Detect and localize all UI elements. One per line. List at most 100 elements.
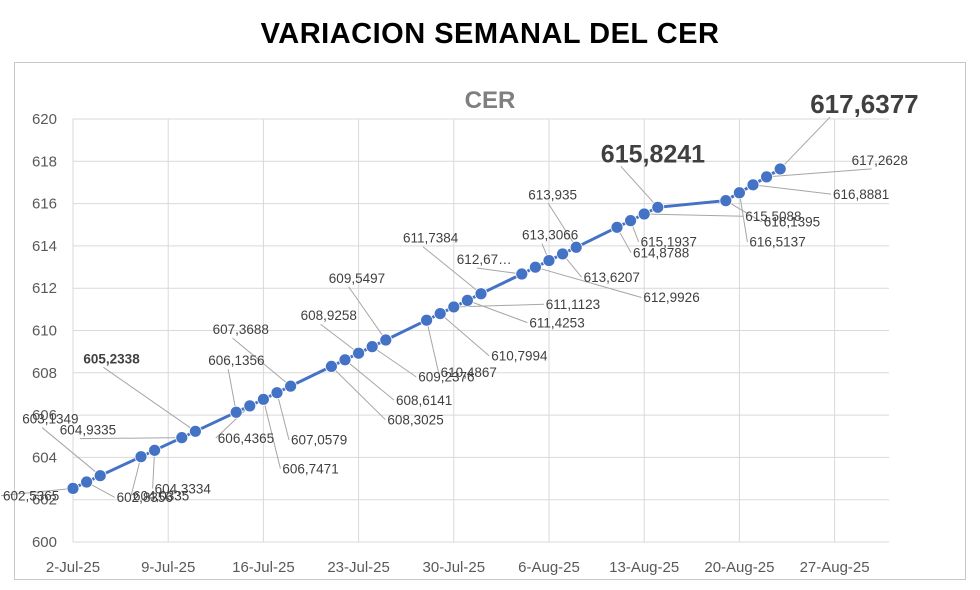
data-point-marker	[148, 443, 162, 457]
leader-line	[320, 323, 359, 354]
data-point-marker	[420, 313, 434, 327]
y-tick-label: 608	[32, 365, 57, 382]
leader-line	[426, 320, 440, 373]
leader-line	[103, 366, 196, 432]
x-tick-label: 16-Jul-25	[232, 559, 295, 576]
data-label: 606,4365	[218, 431, 274, 446]
x-tick-label: 2-Jul-25	[46, 559, 100, 576]
data-point-marker	[719, 194, 733, 208]
data-label: 616,1395	[764, 215, 820, 230]
leader-line	[371, 346, 417, 378]
leader-line	[348, 286, 387, 341]
data-label: 602,5365	[3, 488, 59, 503]
data-label: 607,3688	[213, 322, 269, 337]
data-label: 608,3025	[387, 412, 443, 427]
leader-line	[779, 116, 831, 170]
leader-line	[725, 200, 763, 223]
data-label: 613,6207	[584, 270, 640, 285]
leader-line	[467, 299, 528, 324]
y-tick-label: 620	[32, 111, 57, 128]
data-label: 616,8881	[833, 187, 889, 202]
data-point-marker	[188, 424, 202, 438]
leader-line	[262, 399, 281, 469]
data-label: 611,1123	[546, 297, 600, 312]
y-tick-label: 602	[32, 492, 57, 509]
data-label: 602,8356	[117, 490, 173, 505]
data-point-marker	[243, 399, 257, 413]
data-point-marker	[542, 254, 556, 267]
leader-line	[276, 392, 290, 441]
y-tick-label: 604	[32, 449, 57, 466]
data-label: 609,2376	[418, 370, 474, 385]
data-point-marker	[433, 307, 447, 320]
y-tick-label: 616	[32, 196, 57, 213]
data-label: 612,67…	[457, 252, 512, 267]
data-label: 604,3334	[155, 481, 212, 496]
leader-line	[422, 246, 482, 295]
data-label: 614,8788	[633, 245, 689, 260]
data-point-marker	[610, 220, 624, 234]
data-label: 606,1356	[208, 353, 264, 368]
data-point-marker	[352, 346, 366, 360]
leader-line	[738, 192, 748, 243]
data-label: 608,6141	[396, 393, 452, 408]
x-tick-label: 6-Aug-25	[518, 559, 580, 576]
leader-line	[644, 213, 744, 217]
data-point-marker	[338, 353, 352, 367]
x-tick-label: 20-Aug-25	[704, 559, 774, 576]
chart-frame	[14, 62, 966, 580]
data-point-marker	[379, 333, 393, 347]
data-label: 615,8241	[601, 140, 705, 168]
leader-line	[331, 366, 386, 421]
data-point-marker	[556, 247, 569, 261]
leader-line	[620, 165, 659, 208]
x-tick-label: 9-Jul-25	[141, 559, 195, 576]
leader-line	[439, 313, 490, 357]
x-tick-label: 27-Aug-25	[800, 559, 870, 576]
data-point-marker	[270, 386, 284, 400]
data-label: 608,9258	[301, 308, 357, 323]
leader-line	[130, 456, 142, 497]
data-label: 617,2628	[852, 153, 908, 168]
data-label: 607,0579	[291, 433, 347, 448]
leader-line	[752, 184, 832, 195]
data-point-marker	[66, 481, 80, 495]
data-label: 616,5137	[749, 235, 805, 250]
leader-line	[79, 437, 182, 440]
data-point-marker	[569, 240, 583, 254]
leader-line	[547, 203, 577, 248]
data-point-marker	[134, 450, 148, 464]
leader-line	[41, 427, 101, 477]
leader-line	[476, 267, 522, 275]
data-point-marker	[256, 392, 270, 406]
leader-line	[766, 168, 872, 178]
data-point-marker	[93, 469, 107, 483]
leader-line	[215, 405, 251, 439]
y-tick-label: 606	[32, 407, 57, 424]
data-point-marker	[229, 405, 243, 419]
data-label: 611,7384	[403, 231, 459, 246]
data-point-marker	[773, 162, 787, 176]
y-tick-label: 614	[32, 238, 57, 255]
data-point-marker	[474, 287, 488, 301]
data-label: 611,4253	[529, 315, 584, 330]
data-label: 615,5088	[745, 209, 801, 224]
data-point-marker	[529, 260, 542, 274]
data-label: 606,7471	[282, 461, 338, 476]
data-point-marker	[324, 360, 338, 373]
y-tick-label: 600	[32, 534, 57, 551]
data-label: 610,7994	[491, 349, 548, 364]
data-point-marker	[80, 475, 93, 489]
data-label: 612,9926	[643, 290, 699, 305]
data-label: 604,9335	[60, 423, 116, 438]
data-label: 617,6377	[810, 89, 918, 119]
leader-line	[535, 266, 642, 298]
y-tick-label: 612	[32, 280, 57, 297]
data-point-marker	[733, 186, 746, 200]
leader-line	[344, 359, 395, 401]
data-point-marker	[284, 379, 298, 393]
leader-line	[0, 487, 74, 497]
data-point-marker	[460, 293, 474, 307]
data-point-marker	[515, 267, 529, 281]
